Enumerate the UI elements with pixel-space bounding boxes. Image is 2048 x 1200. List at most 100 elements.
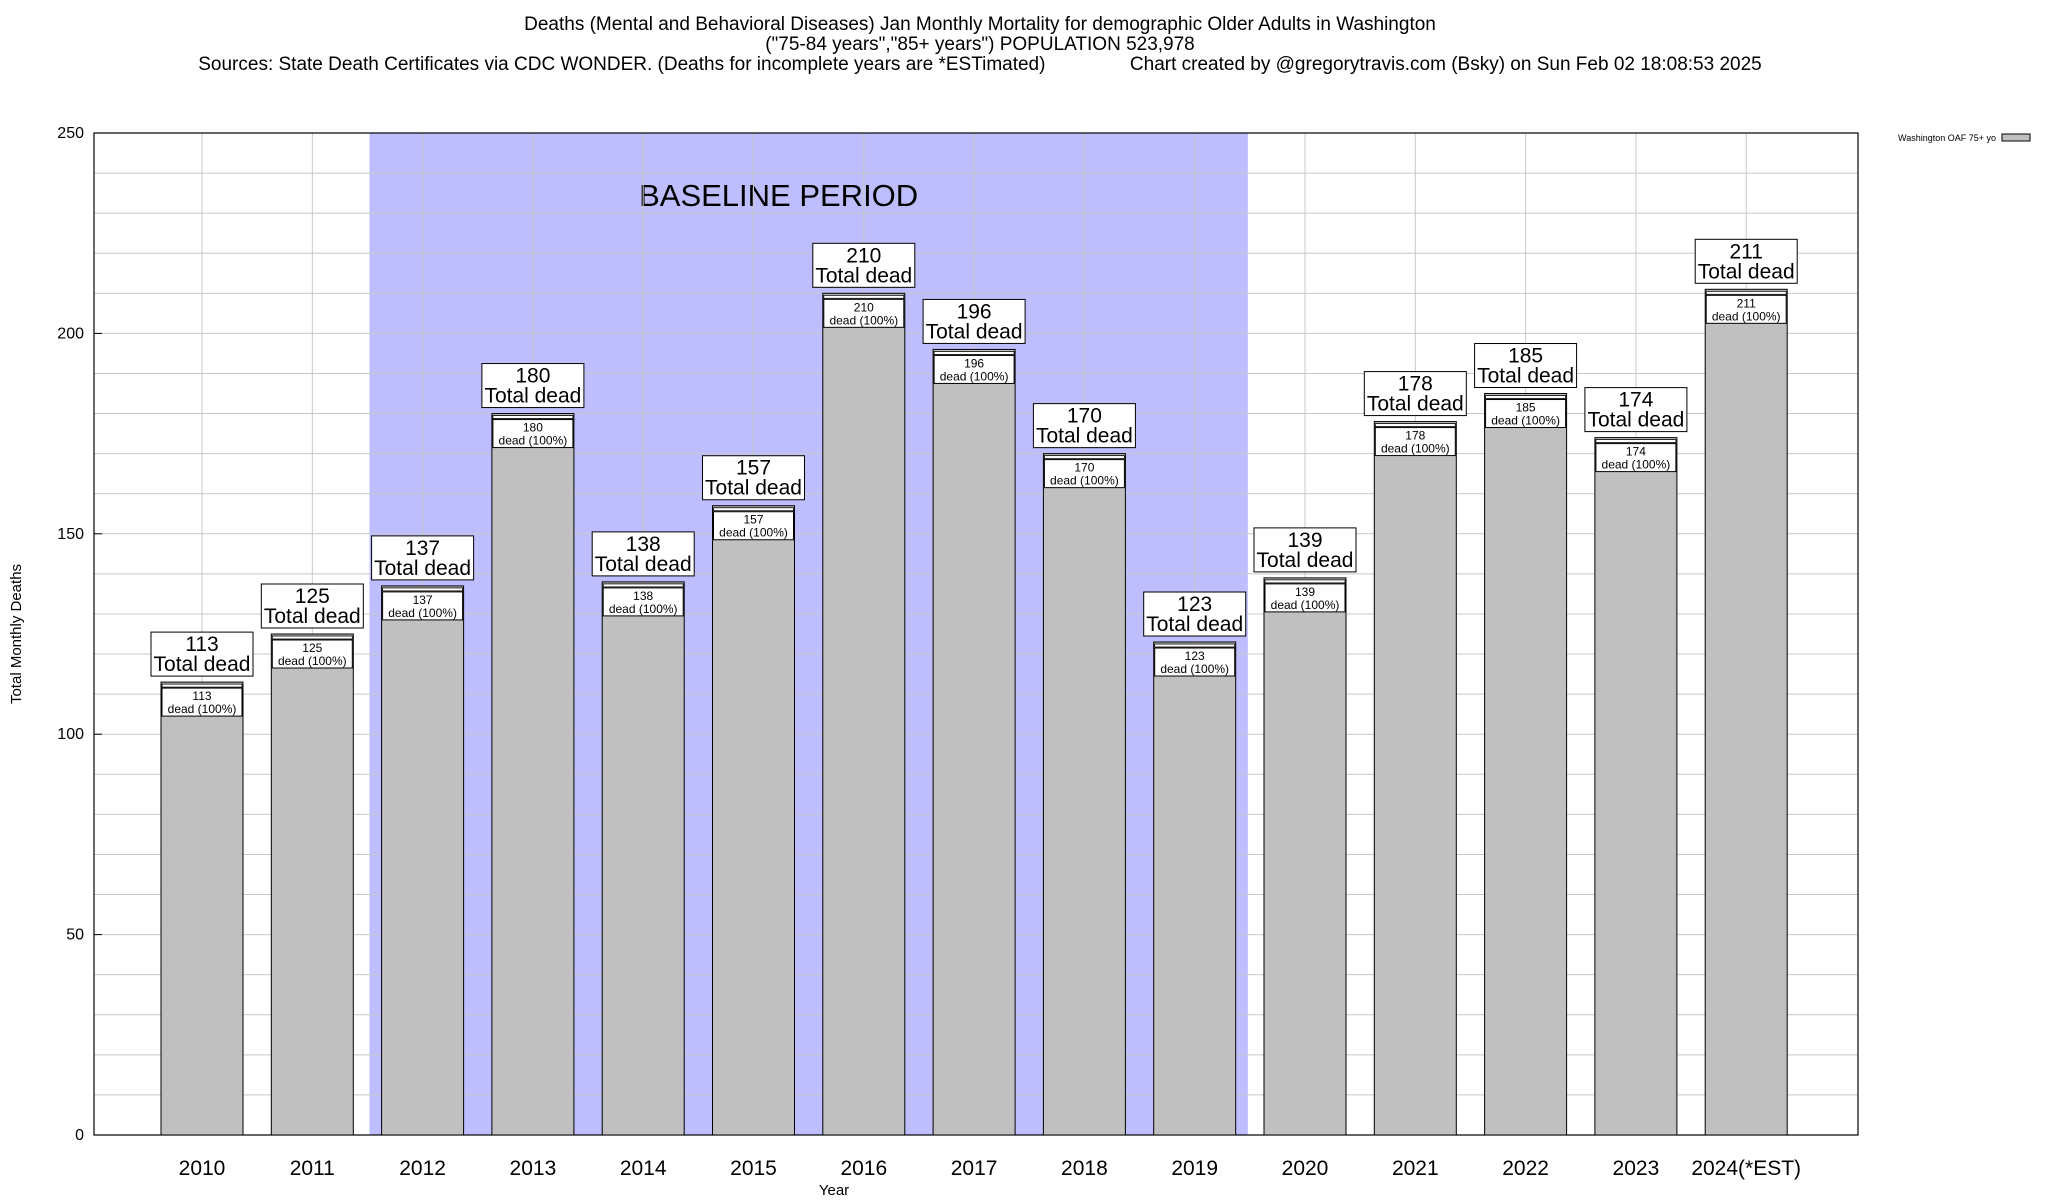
total-label-text: Total dead <box>484 385 581 408</box>
x-tick-label: 2015 <box>730 1157 777 1180</box>
x-tick-label: 2018 <box>1061 1157 1108 1180</box>
inner-label-value: 180 <box>523 421 543 435</box>
total-label-text: Total dead <box>815 264 912 287</box>
inner-label-box <box>382 591 464 621</box>
total-label-value: 178 <box>1398 373 1433 396</box>
chart-title: Deaths (Mental and Behavioral Diseases) … <box>524 14 1436 35</box>
inner-label-box <box>1705 294 1787 324</box>
chart-subtitle: ("75-84 years","85+ years") POPULATION 5… <box>765 34 1195 55</box>
total-label-value: 137 <box>405 537 440 560</box>
bar <box>932 348 1016 1136</box>
inner-label-value: 113 <box>192 689 211 703</box>
inner-label-box <box>1485 399 1567 429</box>
bar <box>1263 577 1347 1136</box>
bar <box>601 581 685 1136</box>
total-label-value: 196 <box>957 300 992 323</box>
inner-label-value: 196 <box>964 356 984 370</box>
x-axis-label: Year <box>819 1182 849 1199</box>
x-tick-label: 2014 <box>620 1157 667 1180</box>
total-label-text: Total dead <box>1367 393 1464 416</box>
total-label-text: Total dead <box>1146 613 1243 636</box>
total-label-text: Total dead <box>595 553 692 576</box>
inner-label-value: 125 <box>302 641 322 655</box>
y-tick-label: 50 <box>66 927 84 944</box>
inner-label-box <box>1374 427 1456 457</box>
inner-label-box <box>713 511 794 541</box>
bar-cap <box>933 351 1015 355</box>
total-label-value: 157 <box>736 457 771 480</box>
x-tick-label: 2021 <box>1392 1157 1439 1180</box>
inner-label-value: 174 <box>1626 445 1646 459</box>
bar <box>712 505 795 1136</box>
inner-label-box <box>271 639 353 669</box>
inner-label-value: 178 <box>1405 429 1425 443</box>
bar <box>1153 641 1237 1136</box>
bar-cap <box>1044 455 1125 460</box>
chart-sources: Sources: State Death Certificates via CD… <box>198 54 1762 75</box>
total-label-box <box>922 298 1026 344</box>
total-label-box <box>150 631 254 677</box>
total-label-box <box>1694 238 1798 284</box>
inner-label-box <box>933 354 1015 384</box>
y-tick-label: 100 <box>57 726 84 743</box>
x-tick-label: 2010 <box>179 1157 226 1180</box>
total-label-box <box>1253 527 1357 573</box>
y-tick-label: 200 <box>57 325 84 342</box>
total-label-box <box>1474 343 1578 389</box>
bar <box>1042 453 1126 1136</box>
inner-label-value: 123 <box>1185 649 1205 663</box>
total-label-value: 180 <box>515 365 550 388</box>
total-label-text: Total dead <box>1587 409 1684 432</box>
bar-cap <box>1485 395 1566 399</box>
x-tick-label: 2020 <box>1282 1157 1329 1180</box>
inner-label-box <box>1043 459 1125 489</box>
total-label-text: Total dead <box>1698 260 1795 283</box>
inner-label-pct: dead (100%) <box>1491 414 1560 428</box>
y-axis-label: Total Monthly Deaths <box>8 564 25 704</box>
x-tick-label: 2016 <box>840 1157 887 1180</box>
inner-label-pct: dead (100%) <box>1381 442 1450 456</box>
inner-label-value: 185 <box>1516 401 1536 415</box>
bar-cap <box>271 635 353 640</box>
x-tick-label: 2017 <box>951 1157 998 1180</box>
baseline-label: BASELINE PERIOD <box>639 178 918 213</box>
total-label-box <box>371 535 475 581</box>
total-label-box <box>1143 591 1247 637</box>
total-label-value: 185 <box>1508 345 1543 368</box>
total-label-text: Total dead <box>1477 365 1574 388</box>
total-label-value: 174 <box>1618 389 1653 412</box>
x-tick-label: 2019 <box>1171 1157 1218 1180</box>
bar-cap <box>713 507 794 512</box>
total-label-box <box>481 363 585 409</box>
total-label-text: Total dead <box>154 653 251 676</box>
y-tick-label: 150 <box>57 526 84 543</box>
total-label-value: 125 <box>295 585 330 608</box>
total-label-box <box>1363 371 1467 417</box>
inner-label-pct: dead (100%) <box>1271 598 1340 612</box>
inner-label-box <box>1595 443 1677 473</box>
bar-cap <box>1705 290 1787 295</box>
bar-cap <box>1154 643 1236 648</box>
total-label-value: 139 <box>1287 529 1322 552</box>
x-tick-label: 2024(*EST) <box>1691 1157 1801 1180</box>
bar-cap <box>1264 579 1346 584</box>
inner-label-pct: dead (100%) <box>829 313 898 327</box>
total-label-text: Total dead <box>926 320 1023 343</box>
bar <box>491 413 575 1136</box>
inner-label-box <box>161 687 243 717</box>
total-label-box <box>702 455 805 501</box>
inner-label-pct: dead (100%) <box>609 602 678 616</box>
total-label-box <box>1032 403 1136 449</box>
inner-label-value: 210 <box>854 300 874 314</box>
inner-label-value: 137 <box>413 593 433 607</box>
inner-label-pct: dead (100%) <box>1050 474 1119 488</box>
total-label-text: Total dead <box>374 557 471 580</box>
inner-label-pct: dead (100%) <box>388 606 457 620</box>
bar <box>1594 437 1678 1136</box>
x-tick-label: 2012 <box>399 1157 446 1180</box>
inner-label-pct: dead (100%) <box>940 369 1009 383</box>
bar <box>270 633 354 1136</box>
bar <box>160 681 244 1136</box>
bar-cap <box>492 415 574 419</box>
